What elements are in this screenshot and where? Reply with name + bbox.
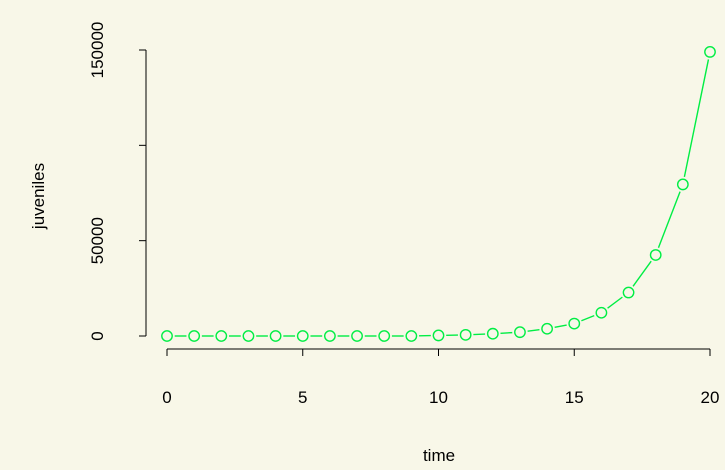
data-point [676,178,689,191]
y-axis: 0 50000 150000 [88,22,147,341]
data-point [541,322,553,335]
data-point [351,330,363,342]
y-axis-title: juveniles [29,163,48,230]
series-line-segment [554,324,567,329]
y-tick-label: 0 [88,331,107,340]
data-point [622,286,635,299]
series-line-segment [657,191,681,249]
series-line-segment [527,329,540,332]
series-line-segment [581,314,595,322]
series-line-segment [683,59,710,178]
data-point [296,330,309,342]
series-line-segment [500,331,513,334]
x-axis: 0 5 10 15 20 [162,348,720,407]
x-tick-label: 10 [429,388,448,407]
series-line-segment [607,296,623,309]
data-point [378,330,391,342]
y-tick-label: 150000 [88,22,107,79]
data-point [649,249,662,261]
data-point [486,327,499,340]
x-tick-label: 15 [565,388,584,407]
data-point [405,330,418,342]
data-point [704,46,716,58]
x-tick-label: 0 [162,388,171,407]
data-point [432,329,445,342]
data-point [161,330,173,342]
series-layer [161,46,716,342]
data-point [323,330,336,342]
data-point [242,330,255,342]
x-tick-label: 20 [701,388,720,407]
x-tick-label: 5 [298,388,307,407]
data-point [568,317,581,330]
data-point [514,326,526,339]
x-axis-title: time [423,446,455,465]
data-point [188,330,201,342]
data-point [459,328,472,341]
data-point [215,330,228,342]
y-tick-label: 50000 [88,217,107,264]
data-point [269,330,282,342]
series-line-segment [632,260,652,287]
data-point [595,306,608,319]
